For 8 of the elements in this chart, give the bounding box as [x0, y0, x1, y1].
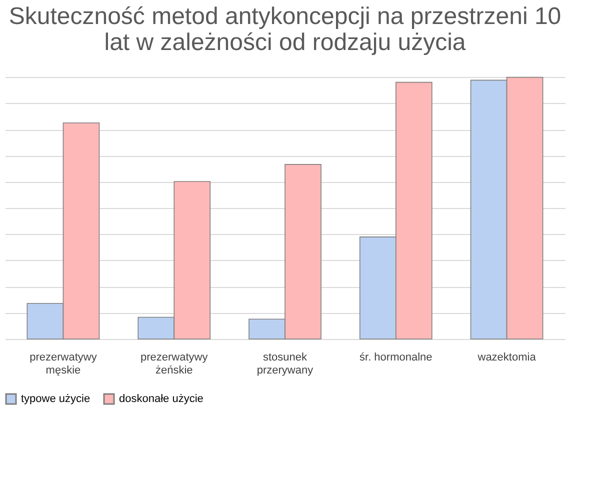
x-tick-label: prezerwatywy męskie	[30, 352, 98, 376]
x-tick-label: wazektomia	[476, 352, 537, 364]
x-tick-label: stosunek przerywany	[256, 352, 314, 376]
legend-label: doskonałe użycie	[119, 393, 204, 405]
chart-title: Skuteczność metod antykoncepcji na przestrzeni 10 lat w zależności od rodzaju użycia	[8, 3, 562, 56]
x-tick-label: śr. hormonalne	[360, 352, 432, 364]
x-tick-label: prezerwatywy żeńskie	[140, 352, 208, 376]
legend-label: typowe użycie	[21, 393, 90, 405]
